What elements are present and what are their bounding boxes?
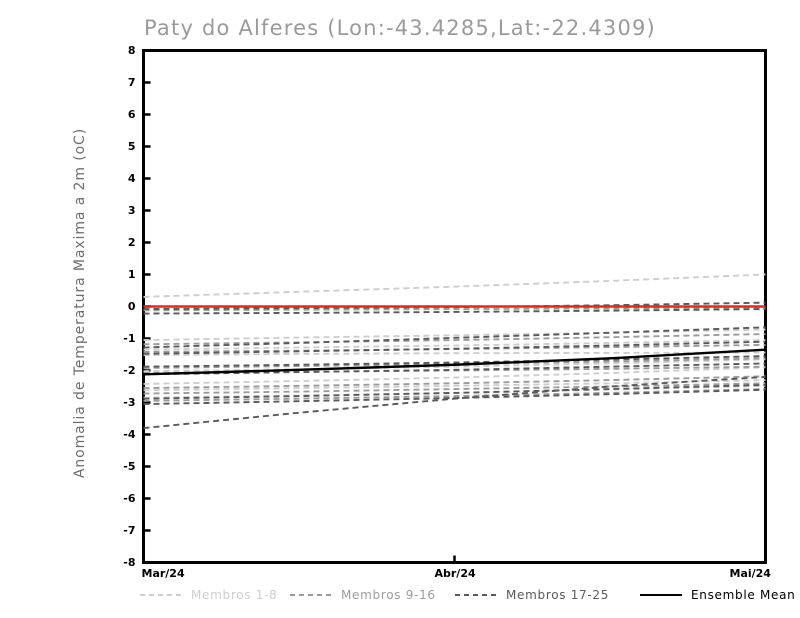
y-tick-label: -1 (123, 331, 136, 345)
series-line (143, 326, 766, 349)
series-line (143, 333, 766, 346)
series-line (143, 375, 766, 390)
series-line (143, 273, 766, 298)
x-tick-label: Mar/24 (141, 566, 185, 580)
chart-title: Paty do Alferes (Lon:-43.4285,Lat:-22.43… (144, 16, 656, 40)
series-line (143, 382, 766, 395)
series-line (143, 366, 766, 385)
series-line (143, 308, 766, 315)
legend-label: Membros 9-16 (341, 588, 436, 602)
series-line (143, 375, 766, 430)
y-tick-label: 5 (127, 139, 136, 153)
y-tick-label: 8 (127, 43, 136, 57)
y-tick-label: 7 (127, 75, 136, 89)
legend-swatch-icon (290, 594, 332, 596)
y-tick-label: 2 (127, 235, 136, 249)
series-line (143, 351, 766, 357)
y-tick-label: 4 (127, 171, 136, 185)
series-line (143, 306, 766, 312)
ensemble-mean-line (143, 348, 766, 376)
legend-item-1[interactable]: Membros 1-8 (140, 586, 277, 604)
series-group (143, 273, 766, 430)
series-line (143, 340, 766, 355)
legend-label: Membros 1-8 (191, 588, 278, 602)
legend-item-2[interactable]: Membros 9-16 (290, 586, 436, 604)
y-tick-label: -4 (123, 427, 136, 441)
legend-item-3[interactable]: Membros 17-25 (455, 586, 609, 604)
series-line (143, 383, 766, 400)
chart-legend: Membros 1-8 Membros 9-16 Membros 17-25 Ense… (140, 586, 800, 606)
series-line (143, 355, 766, 368)
y-tick-label: -2 (123, 363, 136, 377)
series-line (143, 362, 766, 376)
legend-label: Ensemble Mean (691, 588, 796, 602)
series-line (143, 358, 766, 373)
series-line (143, 328, 766, 342)
y-tick-label: -5 (123, 459, 136, 473)
series-line (143, 388, 766, 402)
x-tick-label: Mai/24 (729, 566, 771, 580)
legend-swatch-icon (640, 593, 682, 597)
y-tick-label: -8 (123, 555, 136, 569)
y-tick-label: 1 (127, 267, 136, 281)
legend-swatch-icon (140, 594, 182, 596)
x-tick-label: Abr/24 (434, 566, 476, 580)
y-tick-label: -6 (123, 491, 136, 505)
series-line (143, 379, 766, 392)
legend-swatch-icon (455, 594, 497, 596)
y-tick-label: 3 (127, 203, 136, 217)
y-tick-label: -7 (123, 523, 136, 537)
y-tick-label: 6 (127, 107, 136, 121)
series-line (143, 339, 766, 351)
legend-label: Membros 17-25 (506, 588, 610, 602)
y-tick-label: 0 (127, 299, 136, 313)
y-tick-label: -3 (123, 395, 136, 409)
legend-item-4[interactable]: Ensemble Mean (640, 586, 795, 604)
